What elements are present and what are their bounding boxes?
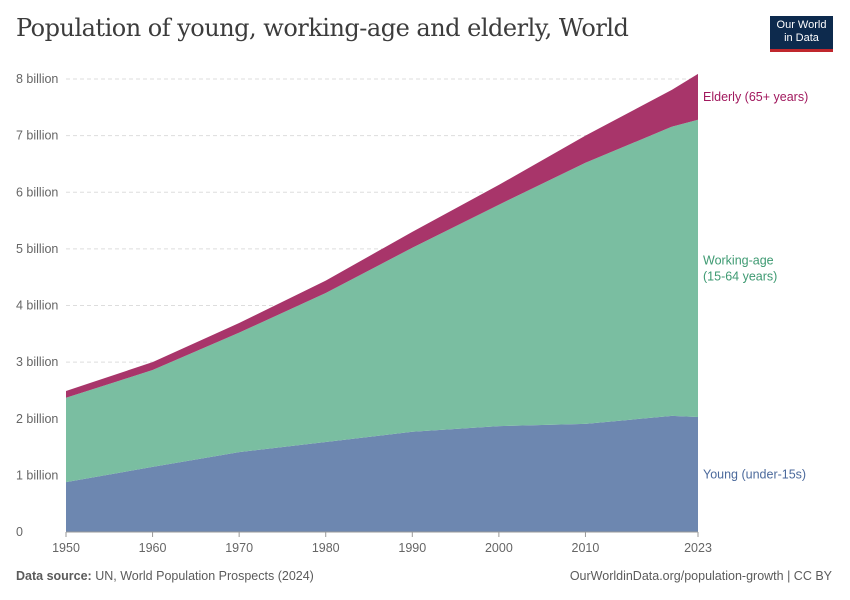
series-label: Elderly (65+ years) [703,90,808,104]
footer-url[interactable]: OurWorldinData.org/population-growth | C… [569,569,832,583]
x-tick-label: 1970 [225,541,253,555]
series-label: (15-64 years) [703,269,777,283]
logo-line1: Our World [776,19,827,31]
source-label: Data source: [16,569,92,583]
y-tick-label: 0 [16,525,23,539]
y-tick-label: 3 billion [16,355,58,369]
chart-title: Population of young, working-age and eld… [16,14,629,42]
y-tick-label: 4 billion [16,299,58,313]
source-text[interactable]: UN, World Population Prospects (2024) [95,569,314,583]
x-tick-label: 1950 [52,541,80,555]
series-label: Working-age [703,253,774,267]
y-tick-label: 6 billion [16,185,58,199]
logo-line2: in Data [784,32,819,44]
y-tick-label: 5 billion [16,242,58,256]
area-series-0 [66,415,698,532]
y-tick-label: 2 billion [16,412,58,426]
x-tick-label: 2010 [572,541,600,555]
y-tick-label: 1 billion [16,468,58,482]
x-tick-label: 2023 [684,541,712,555]
x-tick-label: 2000 [485,541,513,555]
y-tick-label: 7 billion [16,129,58,143]
owid-logo[interactable]: Our World in Data [770,16,833,52]
area-series-1 [66,119,698,483]
series-label: Young (under-15s) [703,468,806,482]
x-tick-label: 1990 [398,541,426,555]
y-tick-label: 8 billion [16,72,58,86]
data-source: Data source: UN, World Population Prospe… [16,569,314,583]
x-tick-label: 1980 [312,541,340,555]
x-tick-label: 1960 [139,541,167,555]
